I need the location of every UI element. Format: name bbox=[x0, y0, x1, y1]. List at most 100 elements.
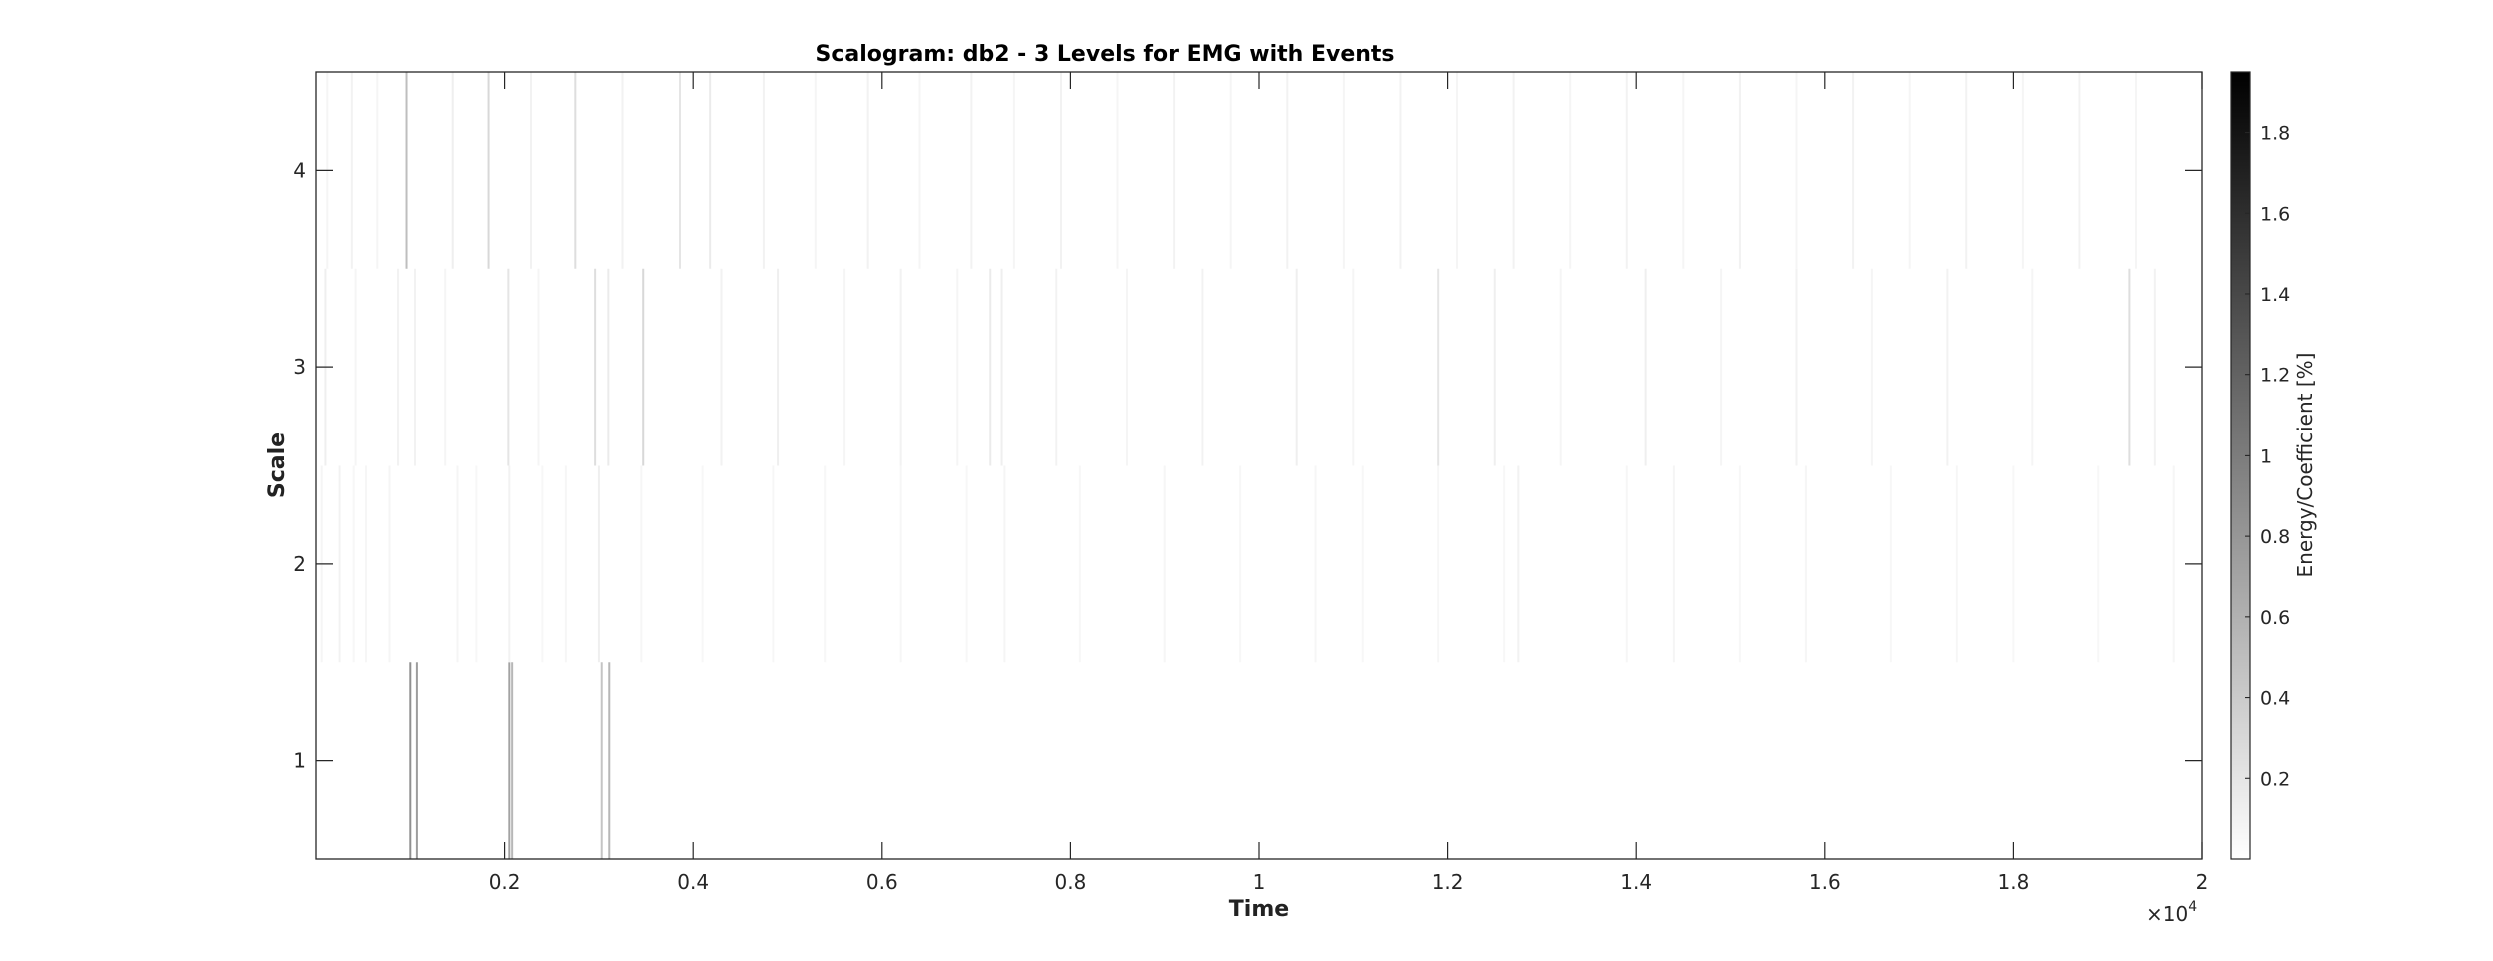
x-multiplier-exponent: 4 bbox=[2188, 899, 2197, 915]
x-tick-label-1: 0.4 bbox=[677, 870, 709, 894]
event-line-scale-4-20 bbox=[1229, 72, 1232, 269]
event-line-scale-1-0 bbox=[409, 662, 412, 859]
event-line-scale-2-7 bbox=[508, 465, 511, 663]
x-tick-label-6: 1.4 bbox=[1620, 870, 1652, 894]
x-tick-label-5: 1.2 bbox=[1432, 870, 1464, 894]
colorbar: 0.2 0.4 0.6 0.8 1 1.2 1.4 1.6 1.8 Energy/Coeffic… bbox=[2230, 71, 2317, 860]
event-line-scale-3-5 bbox=[507, 268, 510, 466]
event-line-scale-2-2 bbox=[352, 465, 355, 663]
event-line-scale-4-24 bbox=[1456, 72, 1459, 269]
event-line-scale-3-3 bbox=[414, 268, 417, 466]
event-line-scale-4-32 bbox=[1908, 72, 1911, 269]
event-line-scale-3-16 bbox=[1000, 268, 1003, 466]
event-line-scale-3-21 bbox=[1352, 268, 1355, 466]
event-line-scale-4-4 bbox=[451, 72, 454, 269]
event-line-scale-2-33 bbox=[2097, 465, 2100, 663]
event-line-scale-2-28 bbox=[1738, 465, 1741, 663]
x-tick-label-9: 2 bbox=[2196, 870, 2209, 894]
event-line-scale-2-10 bbox=[597, 465, 600, 663]
event-line-scale-3-12 bbox=[843, 268, 846, 466]
event-line-scale-4-12 bbox=[814, 72, 817, 269]
event-line-scale-4-7 bbox=[574, 72, 577, 269]
colorbar-tick-label-3: 0.8 bbox=[2260, 526, 2290, 548]
event-line-scale-3-23 bbox=[1493, 268, 1496, 466]
chart-title: Scalogram: db2 - 3 Levels for EMG with E… bbox=[815, 42, 1394, 67]
event-line-scale-3-27 bbox=[1795, 268, 1798, 466]
colorbar-tick-label-2: 0.6 bbox=[2260, 607, 2290, 629]
event-line-scale-3-25 bbox=[1644, 268, 1647, 466]
x-tick-label-2: 0.6 bbox=[866, 870, 898, 894]
x-tick-label-4: 1 bbox=[1253, 870, 1266, 894]
event-line-scale-4-8 bbox=[621, 72, 624, 269]
event-line-scale-4-19 bbox=[1173, 72, 1176, 269]
event-line-scale-4-11 bbox=[762, 72, 765, 269]
event-line-scale-2-19 bbox=[1163, 465, 1166, 663]
event-line-scale-4-21 bbox=[1286, 72, 1289, 269]
event-line-scale-3-9 bbox=[642, 268, 645, 466]
event-line-scale-4-27 bbox=[1625, 72, 1628, 269]
event-line-scale-4-14 bbox=[918, 72, 921, 269]
event-line-scale-4-28 bbox=[1682, 72, 1685, 269]
event-line-scale-3-31 bbox=[2128, 268, 2131, 466]
y-axis-label: Scale bbox=[265, 432, 290, 498]
event-line-scale-4-22 bbox=[1342, 72, 1345, 269]
event-line-scale-4-18 bbox=[1116, 72, 1119, 269]
event-line-scale-4-13 bbox=[866, 72, 869, 269]
event-line-scale-2-20 bbox=[1239, 465, 1242, 663]
y-tick-label-2: 3 bbox=[293, 355, 306, 379]
event-line-scale-4-25 bbox=[1512, 72, 1515, 269]
event-line-scale-2-25 bbox=[1517, 465, 1520, 663]
x-axis-multiplier: ×104 bbox=[2146, 899, 2197, 926]
colorbar-ticks: 0.2 0.4 0.6 0.8 1 1.2 1.4 1.6 1.8 bbox=[2245, 123, 2290, 790]
plot-frame bbox=[315, 71, 2203, 860]
event-line-scale-4-35 bbox=[2078, 72, 2081, 269]
event-line-scale-4-2 bbox=[376, 72, 379, 269]
colorbar-tick-label-1: 0.4 bbox=[2260, 688, 2290, 710]
event-line-scale-2-21 bbox=[1314, 465, 1317, 663]
event-line-scale-2-4 bbox=[388, 465, 391, 663]
event-line-scale-3-17 bbox=[1055, 268, 1058, 466]
event-line-scale-4-3 bbox=[405, 72, 408, 269]
event-line-scale-2-12 bbox=[701, 465, 704, 663]
event-line-scale-2-13 bbox=[772, 465, 775, 663]
plot-area bbox=[315, 71, 2203, 860]
event-line-scale-1-4 bbox=[600, 662, 603, 859]
event-line-scale-4-34 bbox=[2021, 72, 2024, 269]
event-line-scale-1-2 bbox=[508, 662, 511, 859]
event-line-scale-3-6 bbox=[537, 268, 540, 466]
x-tick-label-3: 0.8 bbox=[1054, 870, 1086, 894]
event-line-scale-4-1 bbox=[350, 72, 353, 269]
event-line-scale-2-16 bbox=[965, 465, 968, 663]
event-line-scale-3-13 bbox=[899, 268, 902, 466]
colorbar-label: Energy/Coefficient [%] bbox=[2293, 353, 2317, 578]
event-line-scale-1-3 bbox=[511, 662, 514, 859]
event-line-scale-2-3 bbox=[364, 465, 367, 663]
x-tick-label-8: 1.8 bbox=[1997, 870, 2029, 894]
event-line-scale-4-10 bbox=[709, 72, 712, 269]
event-line-scale-4-6 bbox=[530, 72, 533, 269]
y-tick-label-1: 2 bbox=[293, 552, 306, 576]
event-line-scale-1-1 bbox=[415, 662, 418, 859]
event-line-scale-4-26 bbox=[1569, 72, 1572, 269]
event-line-scale-4-31 bbox=[1852, 72, 1855, 269]
event-line-scale-2-23 bbox=[1437, 465, 1440, 663]
event-line-scale-4-9 bbox=[678, 72, 681, 269]
colorbar-tick-label-4: 1 bbox=[2260, 445, 2272, 467]
event-line-scale-3-10 bbox=[720, 268, 723, 466]
event-line-scale-2-5 bbox=[456, 465, 459, 663]
event-line-scale-3-19 bbox=[1201, 268, 1204, 466]
event-line-scale-3-15 bbox=[989, 268, 992, 466]
y-tick-labels: 1 2 3 4 bbox=[293, 158, 306, 772]
event-line-scale-1-5 bbox=[608, 662, 611, 859]
event-line-scale-3-18 bbox=[1125, 268, 1128, 466]
event-line-scale-3-24 bbox=[1559, 268, 1562, 466]
colorbar-tick-label-5: 1.2 bbox=[2260, 365, 2290, 387]
event-line-scale-2-8 bbox=[541, 465, 544, 663]
event-line-scale-4-16 bbox=[1012, 72, 1015, 269]
event-line-scale-3-30 bbox=[2031, 268, 2034, 466]
event-line-scale-2-15 bbox=[899, 465, 902, 663]
event-line-scale-2-27 bbox=[1672, 465, 1675, 663]
event-line-scale-3-8 bbox=[607, 268, 610, 466]
event-line-scale-3-32 bbox=[2153, 268, 2156, 466]
